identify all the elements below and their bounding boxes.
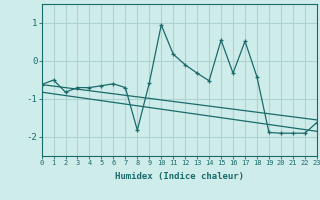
X-axis label: Humidex (Indice chaleur): Humidex (Indice chaleur) (115, 172, 244, 181)
